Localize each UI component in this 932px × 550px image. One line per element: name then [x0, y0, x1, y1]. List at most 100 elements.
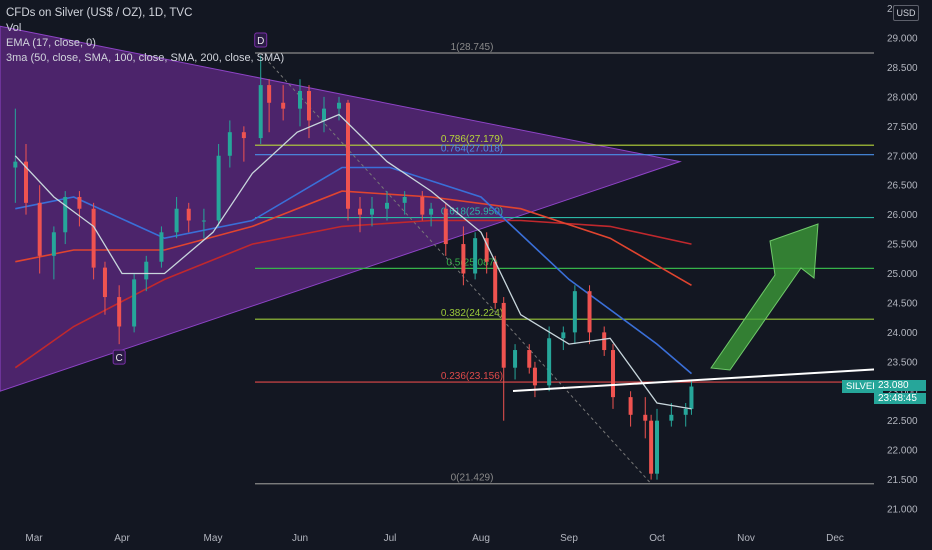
candle-body: [501, 302, 506, 368]
price-axis-tick: 29.000: [887, 34, 918, 45]
ema17-line: [14, 113, 692, 410]
price-axis-tick: 26.500: [887, 181, 918, 192]
legend-3ma[interactable]: 3ma (50, close, SMA, 100, close, SMA, 20…: [6, 52, 285, 64]
fib-level-label: 0.764(27.018): [441, 144, 503, 155]
candle-body: [655, 420, 659, 474]
candle-body: [337, 102, 341, 109]
candle-body: [547, 338, 552, 386]
fib-level-label: 0.236(23.156): [441, 371, 503, 382]
candle-body: [370, 208, 374, 215]
pattern-point-label: D: [257, 36, 264, 47]
candle-body: [493, 261, 498, 303]
price-axis-tick: 25.500: [887, 240, 918, 251]
trend-line: [512, 365, 932, 392]
price-axis-tick: 28.000: [887, 92, 918, 103]
candle-body: [159, 232, 164, 262]
chart-legend: CFDs on Silver (US$ / OZ), 1D, TVC Vol E…: [6, 6, 284, 66]
candle-body: [527, 350, 532, 368]
triangle-pattern: [0, 25, 682, 392]
fib-level-label: 0(21.429): [451, 473, 494, 484]
bullish-arrow: [710, 223, 819, 371]
candle-body: [649, 420, 654, 474]
time-axis-tick: Jul: [384, 533, 397, 544]
candle-body: [144, 261, 149, 280]
candle-body: [117, 297, 122, 327]
candle-body: [358, 208, 362, 215]
price-axis-tick: 21.500: [887, 475, 918, 486]
candle-body: [443, 208, 448, 245]
candle-body: [77, 196, 82, 209]
legend-ema[interactable]: EMA (17, close, 0): [6, 37, 96, 49]
candle-body: [683, 408, 688, 415]
price-axis-tick: 24.500: [887, 298, 918, 309]
time-axis-tick: Jun: [292, 533, 308, 544]
price-axis-tick: 28.500: [887, 63, 918, 74]
fib-level-label: 0.786(27.179): [441, 134, 503, 145]
candle-body: [281, 102, 286, 109]
candle-body: [473, 238, 478, 274]
time-axis-tick: Apr: [114, 533, 130, 544]
price-axis-tick: 23.500: [887, 357, 918, 368]
candle-body: [643, 414, 648, 421]
candle-body: [91, 208, 96, 268]
candle-body: [385, 202, 389, 209]
symbol-title[interactable]: CFDs on Silver (US$ / OZ), 1D, TVC: [6, 7, 193, 19]
candle-body: [484, 238, 489, 262]
price-axis-tick: 22.500: [887, 416, 918, 427]
fib-trend-line: [260, 52, 652, 485]
candle-body: [587, 291, 592, 333]
price-axis-tick: 22.000: [887, 446, 918, 457]
candle-body: [201, 220, 206, 222]
time-axis-tick: Aug: [472, 533, 490, 544]
ma50-line: [15, 166, 693, 375]
candle-body: [174, 208, 179, 233]
fib-level-label: 0.382(24.224): [441, 308, 503, 319]
candle-body: [216, 155, 221, 221]
price-axis-tick: 26.000: [887, 210, 918, 221]
candle-body: [402, 196, 407, 203]
ma100-line: [15, 190, 692, 286]
candle-body: [602, 332, 607, 351]
price-axis-tick: 25.000: [887, 269, 918, 280]
candle-body: [258, 85, 263, 139]
time-axis-tick: Mar: [25, 533, 43, 544]
candle-body: [51, 232, 56, 256]
candle-body: [669, 414, 674, 421]
candle-body: [689, 386, 694, 409]
fib-level-label: 1(28.745): [451, 42, 494, 53]
countdown-tag: 23:48:45: [874, 393, 926, 404]
candle-body: [322, 108, 326, 121]
time-axis-tick: Nov: [737, 533, 755, 544]
candle-body: [307, 90, 311, 121]
price-axis: [874, 0, 932, 550]
currency-badge[interactable]: USD: [893, 5, 919, 21]
candle-body: [346, 102, 350, 209]
candle-body: [102, 267, 107, 298]
symbol-price-tag: SILVER: [842, 380, 884, 393]
price-axis-tick: 23.000: [887, 387, 918, 398]
candle-body: [298, 90, 302, 109]
time-axis-tick: Sep: [560, 533, 578, 544]
candle-body: [611, 350, 615, 398]
fib-level-label: 0.618(25.950): [441, 207, 503, 218]
candle-body: [561, 332, 566, 339]
candle-body: [461, 244, 466, 274]
candle-body: [513, 350, 518, 368]
time-axis: [0, 525, 932, 550]
candle-body: [532, 367, 537, 386]
candle-body: [628, 397, 633, 415]
price-axis-tick: 24.000: [887, 328, 918, 339]
candle-body: [24, 161, 28, 203]
candle-body: [227, 132, 232, 156]
price-axis-tick: 27.000: [887, 151, 918, 162]
pattern-point-marker: [112, 349, 126, 365]
price-axis-tick: 21.000: [887, 505, 918, 516]
ma200-line: [14, 219, 692, 369]
candle-body: [267, 85, 272, 103]
candle-body: [13, 161, 18, 168]
legend-vol[interactable]: Vol: [6, 22, 22, 34]
candle-body: [63, 196, 68, 233]
candle-body: [186, 208, 191, 221]
fib-level-label: 0.5(25.087): [446, 257, 497, 268]
